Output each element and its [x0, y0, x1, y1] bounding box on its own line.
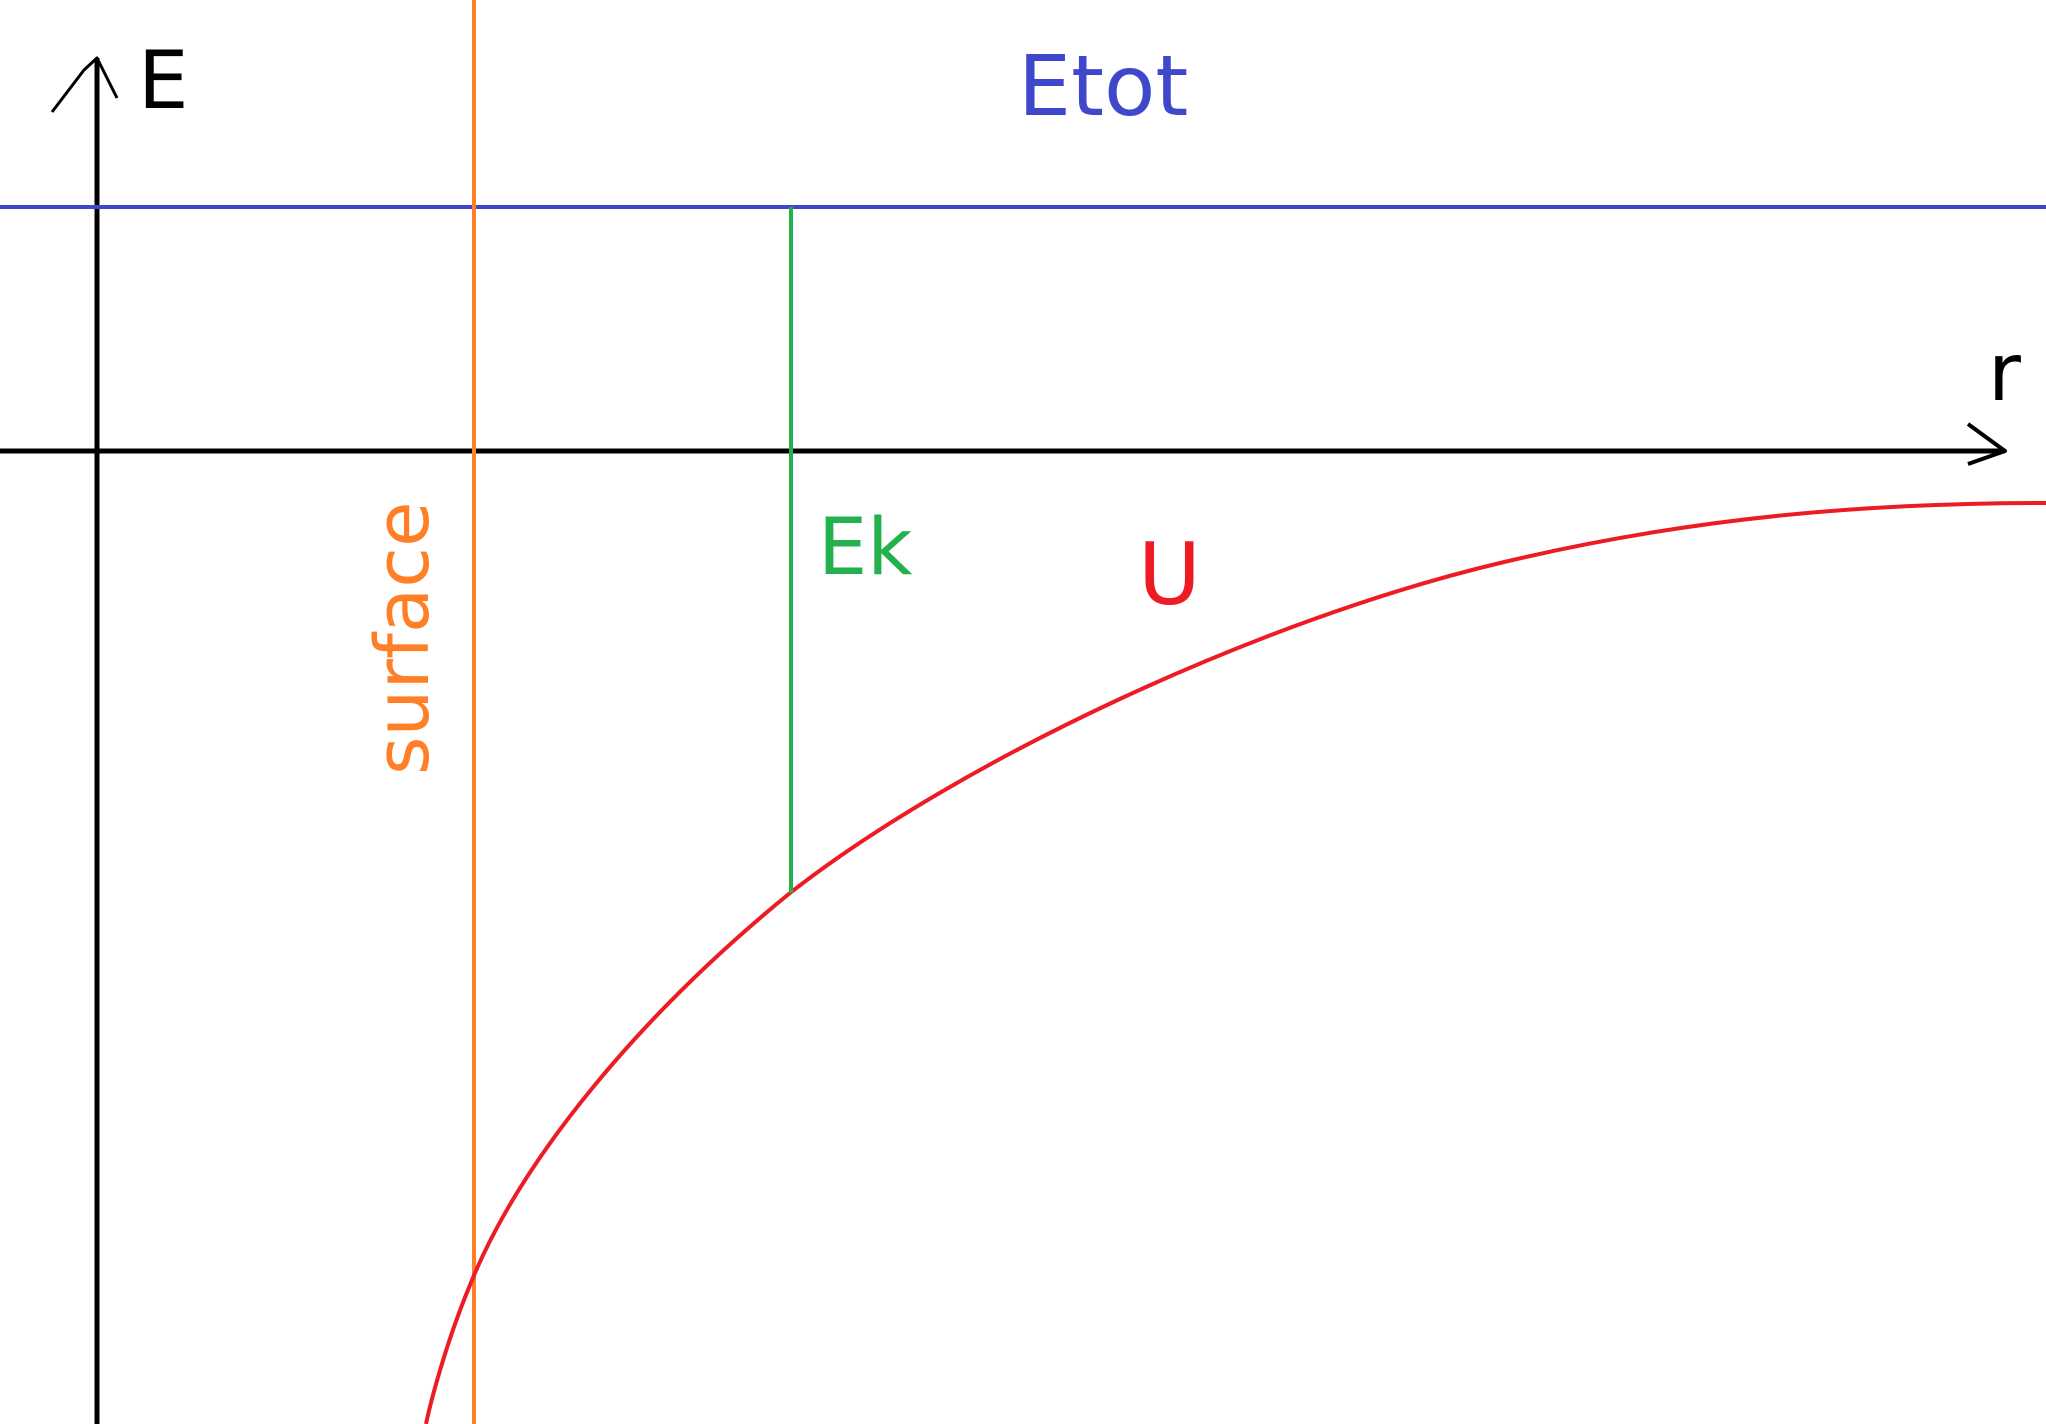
potential-energy-label: U [1138, 525, 1201, 625]
kinetic-energy-label: Ek [818, 503, 912, 593]
x-axis-label: r [1988, 326, 2021, 419]
axes [0, 56, 2007, 1424]
surface-label: surface [360, 502, 446, 776]
y-axis-label: E [138, 34, 189, 127]
y-axis-arrowhead [50, 56, 119, 113]
potential-energy-curve [424, 501, 2046, 1424]
total-energy-label: Etot [1018, 37, 1188, 135]
x-axis-arrowhead [1966, 422, 2007, 466]
